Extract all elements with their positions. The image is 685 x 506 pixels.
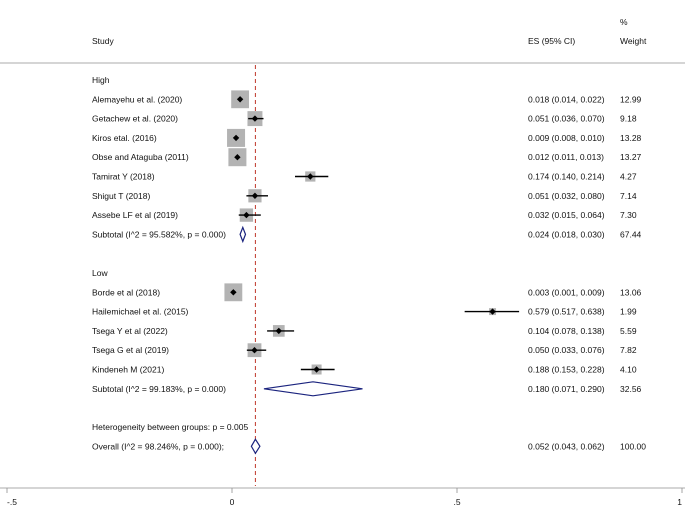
study-point-estimate: [489, 308, 496, 315]
study-label: Alemayehu et al. (2020): [92, 94, 182, 104]
study-es-value: 0.003 (0.001, 0.009): [528, 287, 605, 297]
study-label: Tsega Y et al (2022): [92, 326, 168, 336]
subtotal-diamond: [263, 381, 363, 397]
study-label: Kindeneh M (2021): [92, 365, 164, 375]
overall-label: Overall (I^2 = 98.246%, p = 0.000);: [92, 441, 224, 451]
study-point-estimate: [236, 96, 244, 103]
study-es-value: 0.018 (0.014, 0.022): [528, 94, 605, 104]
study-point-estimate: [232, 134, 240, 142]
subtotal-weight-value: 32.56: [620, 384, 642, 394]
subtotal-es-value: 0.024 (0.018, 0.030): [528, 229, 605, 239]
study-es-value: 0.050 (0.033, 0.076): [528, 345, 605, 355]
x-tick-label: 1: [677, 497, 682, 506]
study-weight-value: 9.18: [620, 114, 637, 124]
study-point-estimate: [251, 115, 259, 122]
subtotal-label: Subtotal (I^2 = 99.183%, p = 0.000): [92, 384, 226, 394]
study-weight-value: 7.14: [620, 191, 637, 201]
study-weight-value: 13.27: [620, 152, 642, 162]
header-es: ES (95% CI): [528, 36, 575, 46]
study-es-value: 0.032 (0.015, 0.064): [528, 210, 605, 220]
study-es-value: 0.579 (0.517, 0.638): [528, 307, 605, 317]
study-weight-value: 7.30: [620, 210, 637, 220]
group-label: Low: [92, 268, 108, 278]
overall-weight-value: 100.00: [620, 441, 646, 451]
overall-diamond: [250, 438, 261, 455]
study-label: Tamirat Y (2018): [92, 172, 155, 182]
forest-rows: High Alemayehu et al. (2020) 0.018 (0.014,…: [92, 65, 646, 486]
study-point-estimate: [251, 192, 259, 199]
study-weight-value: 13.28: [620, 133, 642, 143]
study-point-estimate: [313, 366, 320, 373]
study-weight-value: 13.06: [620, 287, 642, 297]
study-es-value: 0.051 (0.032, 0.080): [528, 191, 605, 201]
study-weight-value: 12.99: [620, 94, 642, 104]
study-es-value: 0.012 (0.011, 0.013): [528, 152, 604, 162]
study-weight-value: 1.99: [620, 307, 637, 317]
x-tick-label: -.5: [7, 497, 17, 506]
overall-es-value: 0.052 (0.043, 0.062): [528, 441, 605, 451]
header-weight: Weight: [620, 36, 647, 46]
study-es-value: 0.104 (0.078, 0.138): [528, 326, 605, 336]
study-label: Hailemichael et al. (2015): [92, 307, 189, 317]
study-es-value: 0.051 (0.036, 0.070): [528, 114, 605, 124]
study-point-estimate: [234, 154, 241, 161]
study-label: Borde et al (2018): [92, 287, 160, 297]
study-es-value: 0.188 (0.153, 0.228): [528, 365, 605, 375]
subtotal-label: Subtotal (I^2 = 95.582%, p = 0.000): [92, 229, 226, 239]
table-header: Study ES (95% CI) % Weight: [92, 17, 647, 46]
study-label: Assebe LF et al (2019): [92, 210, 178, 220]
study-es-value: 0.174 (0.140, 0.214): [528, 172, 605, 182]
group-label: High: [92, 75, 110, 85]
study-weight-value: 4.10: [620, 365, 637, 375]
study-label: Tsega G et al (2019): [92, 345, 169, 355]
study-point-estimate: [275, 327, 282, 335]
study-es-value: 0.009 (0.008, 0.010): [528, 133, 605, 143]
study-label: Getachew et al. (2020): [92, 114, 178, 124]
study-weight-value: 4.27: [620, 172, 637, 182]
x-tick-label: .5: [453, 497, 460, 506]
study-label: Obse and Ataguba (2011): [92, 152, 189, 162]
study-label: Kiros etal. (2016): [92, 133, 157, 143]
study-weight-value: 5.59: [620, 326, 637, 336]
study-point-estimate: [243, 211, 250, 219]
header-weight-symbol: %: [620, 17, 628, 27]
header-study: Study: [92, 36, 114, 46]
subtotal-es-value: 0.180 (0.071, 0.290): [528, 384, 605, 394]
study-point-estimate: [230, 289, 237, 296]
study-point-estimate: [307, 173, 314, 180]
subtotal-weight-value: 67.44: [620, 229, 642, 239]
heterogeneity-label: Heterogeneity between groups: p = 0.005: [92, 422, 248, 432]
x-tick-label: 0: [230, 497, 235, 506]
study-point-estimate: [251, 347, 258, 354]
x-axis-ticks: -.5 0 .5 1: [6, 488, 683, 506]
study-weight-value: 7.82: [620, 345, 637, 355]
subtotal-diamond: [239, 225, 247, 244]
study-label: Shigut T (2018): [92, 191, 150, 201]
